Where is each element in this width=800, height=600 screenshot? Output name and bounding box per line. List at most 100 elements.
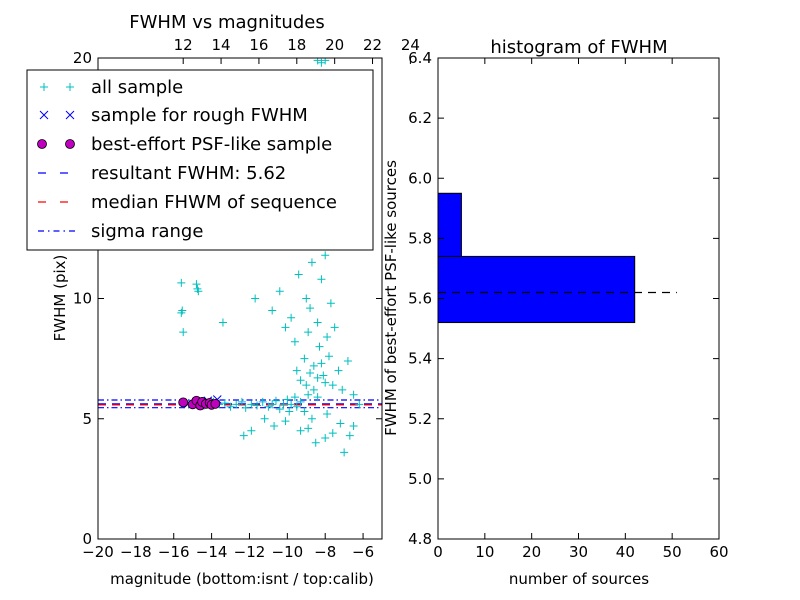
point-all-sample [317, 275, 326, 284]
point-all-sample [260, 414, 269, 423]
point-all-sample [300, 354, 309, 363]
point-all-sample [343, 357, 352, 366]
x-tick-label: −18 [120, 543, 152, 561]
legend-label-all-sample: all sample [91, 77, 183, 98]
point-all-sample [296, 376, 305, 385]
point-all-sample [268, 306, 277, 315]
histogram-panel: histogram of FWHM 0 10 20 30 40 50 60 4.8 5.0 5.2… [382, 37, 729, 588]
legend-label-psf-sample: best-effort PSF-like sample [91, 134, 332, 155]
histogram-plot-area [438, 192, 677, 324]
point-all-sample [323, 409, 332, 418]
hist-y-tick-label: 5.8 [408, 229, 432, 247]
point-all-sample [313, 393, 322, 402]
y-tick-label: 20 [73, 49, 92, 67]
legend-markers [37, 83, 78, 232]
point-all-sample [281, 417, 290, 426]
point-all-sample [315, 342, 324, 351]
point-all-sample [306, 304, 315, 313]
point-all-sample [340, 448, 349, 457]
point-psf-sample [178, 397, 189, 408]
hist-y-tick-label: 4.8 [408, 530, 432, 548]
point-all-sample [287, 400, 296, 409]
point-all-sample [317, 359, 326, 368]
legend-marker-cross [39, 110, 49, 120]
x-tick-label: −16 [158, 543, 190, 561]
point-all-sample [281, 323, 290, 332]
point-all-sample [304, 328, 313, 337]
point-all-sample [287, 313, 296, 322]
legend-label-median-fwhm: median FHWM of sequence [91, 192, 337, 213]
point-all-sample [292, 366, 301, 375]
legend-label-sigma-range: sigma range [91, 221, 203, 242]
hist-x-tick-label: 40 [616, 543, 635, 561]
legend-marker-circle [65, 139, 75, 149]
point-all-sample [192, 280, 201, 289]
point-all-sample [321, 58, 330, 65]
point-all-sample [349, 390, 358, 399]
point-all-sample [328, 429, 337, 438]
point-psf-sample [210, 398, 221, 409]
point-all-sample [253, 401, 262, 410]
histogram-bar [438, 192, 462, 257]
point-all-sample [321, 433, 330, 442]
point-all-sample [300, 407, 309, 416]
x-tick-label: −20 [82, 543, 114, 561]
point-all-sample [330, 323, 339, 332]
point-all-sample [321, 251, 330, 260]
histogram-y-label: FWHM of best-effort PSF-like sources [382, 160, 400, 436]
x-tick-label: −10 [272, 543, 304, 561]
point-all-sample [313, 373, 322, 382]
hist-y-tick-label: 5.6 [408, 290, 432, 308]
hist-y-tick-label: 5.4 [408, 350, 432, 368]
top-x-tick-label: 12 [174, 36, 193, 54]
hist-y-tick-label: 6.0 [408, 169, 432, 187]
point-all-sample [268, 400, 277, 409]
point-all-sample [271, 396, 280, 405]
point-all-sample [302, 381, 311, 390]
legend-label-rough-sample: sample for rough FWHM [91, 105, 308, 126]
point-all-sample [275, 287, 284, 296]
point-all-sample [283, 395, 292, 404]
point-all-sample [292, 402, 301, 411]
point-all-sample [309, 385, 318, 394]
point-all-sample [328, 381, 337, 390]
point-all-sample [296, 397, 305, 406]
hist-x-tick-label: 60 [709, 543, 728, 561]
hist-x-tick-label: 50 [663, 543, 682, 561]
hist-x-tick-label: 10 [475, 543, 494, 561]
legend-label-resultant-fwhm: resultant FWHM: 5.62 [91, 163, 286, 184]
point-all-sample [307, 258, 316, 267]
scatter-plot-area [98, 58, 382, 457]
hist-x-tick-label: 30 [569, 543, 588, 561]
point-all-sample [336, 419, 345, 428]
point-all-sample [226, 402, 235, 411]
hist-x-tick-label: 0 [433, 543, 443, 561]
point-all-sample [194, 287, 203, 296]
hist-y-tick-label: 6.4 [408, 49, 432, 67]
point-all-sample [285, 407, 294, 416]
hist-y-tick-label: 5.2 [408, 410, 432, 428]
point-all-sample [319, 371, 328, 380]
hist-y-tick-label: 6.2 [408, 109, 432, 127]
point-all-sample [294, 270, 303, 279]
x-tick-label: −14 [196, 543, 228, 561]
point-all-sample [279, 400, 288, 409]
legend-marker-plus [40, 83, 48, 91]
top-x-tick-label: 20 [325, 36, 344, 54]
top-x-tick-label: 24 [401, 36, 420, 54]
scatter-panel: FWHM vs magnitudes −20 −18 −16 −14 −12 −10 −8−… [26, 12, 420, 588]
x-tick-label: −12 [234, 543, 266, 561]
histogram-title: histogram of FWHM [490, 37, 667, 58]
point-all-sample [345, 431, 354, 440]
point-all-sample [296, 426, 305, 435]
point-all-sample [304, 390, 313, 399]
point-all-sample [326, 299, 335, 308]
top-x-tick-label: 18 [287, 36, 306, 54]
point-all-sample [324, 352, 333, 361]
point-all-sample [270, 421, 279, 430]
point-all-sample [311, 438, 320, 447]
point-all-sample [290, 393, 299, 402]
point-all-sample [321, 378, 330, 387]
point-all-sample [232, 400, 241, 409]
top-x-tick-label: 22 [363, 36, 382, 54]
